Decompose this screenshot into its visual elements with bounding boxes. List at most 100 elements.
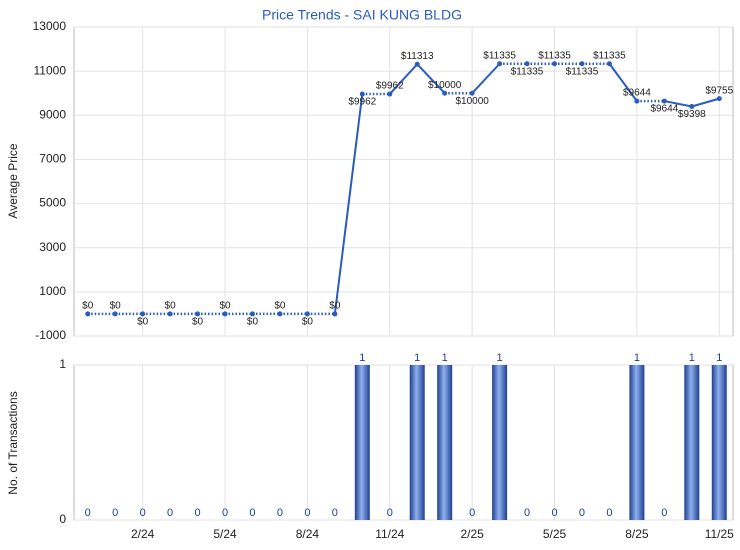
value-label: $9398: [678, 109, 706, 120]
value-label: 1: [414, 352, 420, 364]
value-label: $9962: [376, 81, 404, 92]
value-label: 0: [661, 507, 667, 519]
point: [579, 61, 585, 67]
bar: [684, 365, 700, 520]
point: [442, 90, 448, 96]
value-label: $11335: [538, 50, 571, 61]
plot-area: [73, 26, 734, 337]
point: [689, 104, 695, 110]
point: [222, 311, 228, 317]
y-tick-label: 7000: [39, 152, 66, 166]
point: [716, 96, 722, 102]
value-label: 0: [249, 507, 255, 519]
value-label: 1: [689, 352, 695, 364]
y-tick-label: 5000: [39, 196, 66, 210]
value-label: 0: [85, 507, 91, 519]
x-tick-label: 2/25: [460, 527, 484, 541]
line-segment: [416, 63, 446, 94]
line-segment: [664, 100, 693, 108]
value-label: $0: [165, 301, 177, 312]
point: [497, 61, 503, 67]
x-tick-label: 2/24: [131, 527, 155, 541]
value-label: $9644: [650, 104, 678, 115]
point: [469, 90, 475, 96]
line-segment: [471, 63, 501, 94]
value-label: $11335: [511, 66, 544, 77]
value-label: 0: [579, 507, 585, 519]
value-label: 0: [222, 507, 228, 519]
point: [332, 311, 338, 317]
point: [524, 61, 530, 67]
value-label: 0: [332, 507, 338, 519]
value-label: 1: [716, 352, 722, 364]
value-label: $9962: [348, 97, 376, 108]
point: [167, 311, 173, 317]
y-tick-label: 13000: [33, 19, 67, 33]
point: [277, 311, 283, 317]
point: [85, 311, 91, 317]
value-label: 1: [442, 352, 448, 364]
value-label: $11335: [593, 50, 626, 61]
y-tick-label: -1000: [35, 328, 66, 342]
point: [249, 311, 255, 317]
x-tick-label: 8/25: [625, 527, 649, 541]
value-label: 0: [551, 507, 557, 519]
y-tick-label: 11000: [34, 63, 67, 77]
x-tick-label: 11/24: [375, 527, 404, 541]
point: [112, 311, 118, 317]
value-label: 0: [112, 507, 118, 519]
bar: [711, 365, 727, 520]
y-tick-label: 9000: [39, 107, 66, 121]
x-tick-label: 11/25: [705, 527, 734, 541]
y-tick-label: 0: [59, 512, 66, 526]
value-label: 1: [359, 352, 365, 364]
y-axis-label: No. of Transactions: [6, 391, 20, 494]
x-tick-label: 5/24: [213, 527, 237, 541]
line-segment: [691, 97, 720, 108]
bar: [354, 365, 370, 520]
value-label: 0: [277, 507, 283, 519]
value-label: 1: [634, 352, 640, 364]
point: [140, 311, 146, 317]
x-tick-label: 8/24: [296, 527, 320, 541]
value-label: $0: [137, 317, 149, 328]
point: [634, 98, 640, 104]
value-label: $0: [302, 317, 314, 328]
value-label: 0: [304, 507, 310, 519]
value-label: $0: [110, 301, 122, 312]
value-label: 0: [524, 507, 530, 519]
y-tick-label: 3000: [39, 240, 66, 254]
bar: [437, 365, 453, 520]
line-segment: [389, 63, 418, 95]
point: [552, 61, 558, 67]
value-label: $11313: [401, 51, 434, 62]
value-label: 0: [140, 507, 146, 519]
value-label: $0: [329, 301, 341, 312]
line-segment: [333, 93, 364, 315]
value-label: $0: [192, 317, 204, 328]
line-segment: [608, 63, 638, 102]
bar: [492, 365, 508, 520]
y-axis-label: Average Price: [6, 143, 20, 218]
value-label: $11335: [566, 66, 599, 77]
value-label: 0: [195, 507, 201, 519]
bar: [409, 365, 425, 520]
point: [387, 91, 393, 97]
value-label: $0: [82, 301, 94, 312]
value-label: 0: [469, 507, 475, 519]
chart-title: Price Trends - SAI KUNG BLDG: [262, 7, 462, 23]
value-label: $10000: [428, 80, 462, 91]
value-label: $9644: [623, 88, 651, 99]
point: [414, 61, 420, 67]
bar: [629, 365, 645, 520]
point: [195, 311, 201, 317]
y-tick-label: 1: [59, 357, 66, 371]
value-label: 0: [167, 507, 173, 519]
point: [304, 311, 310, 317]
value-label: 0: [387, 507, 393, 519]
value-label: 0: [606, 507, 612, 519]
value-label: $10000: [455, 96, 489, 107]
value-label: 1: [497, 352, 503, 364]
value-label: $0: [219, 301, 231, 312]
